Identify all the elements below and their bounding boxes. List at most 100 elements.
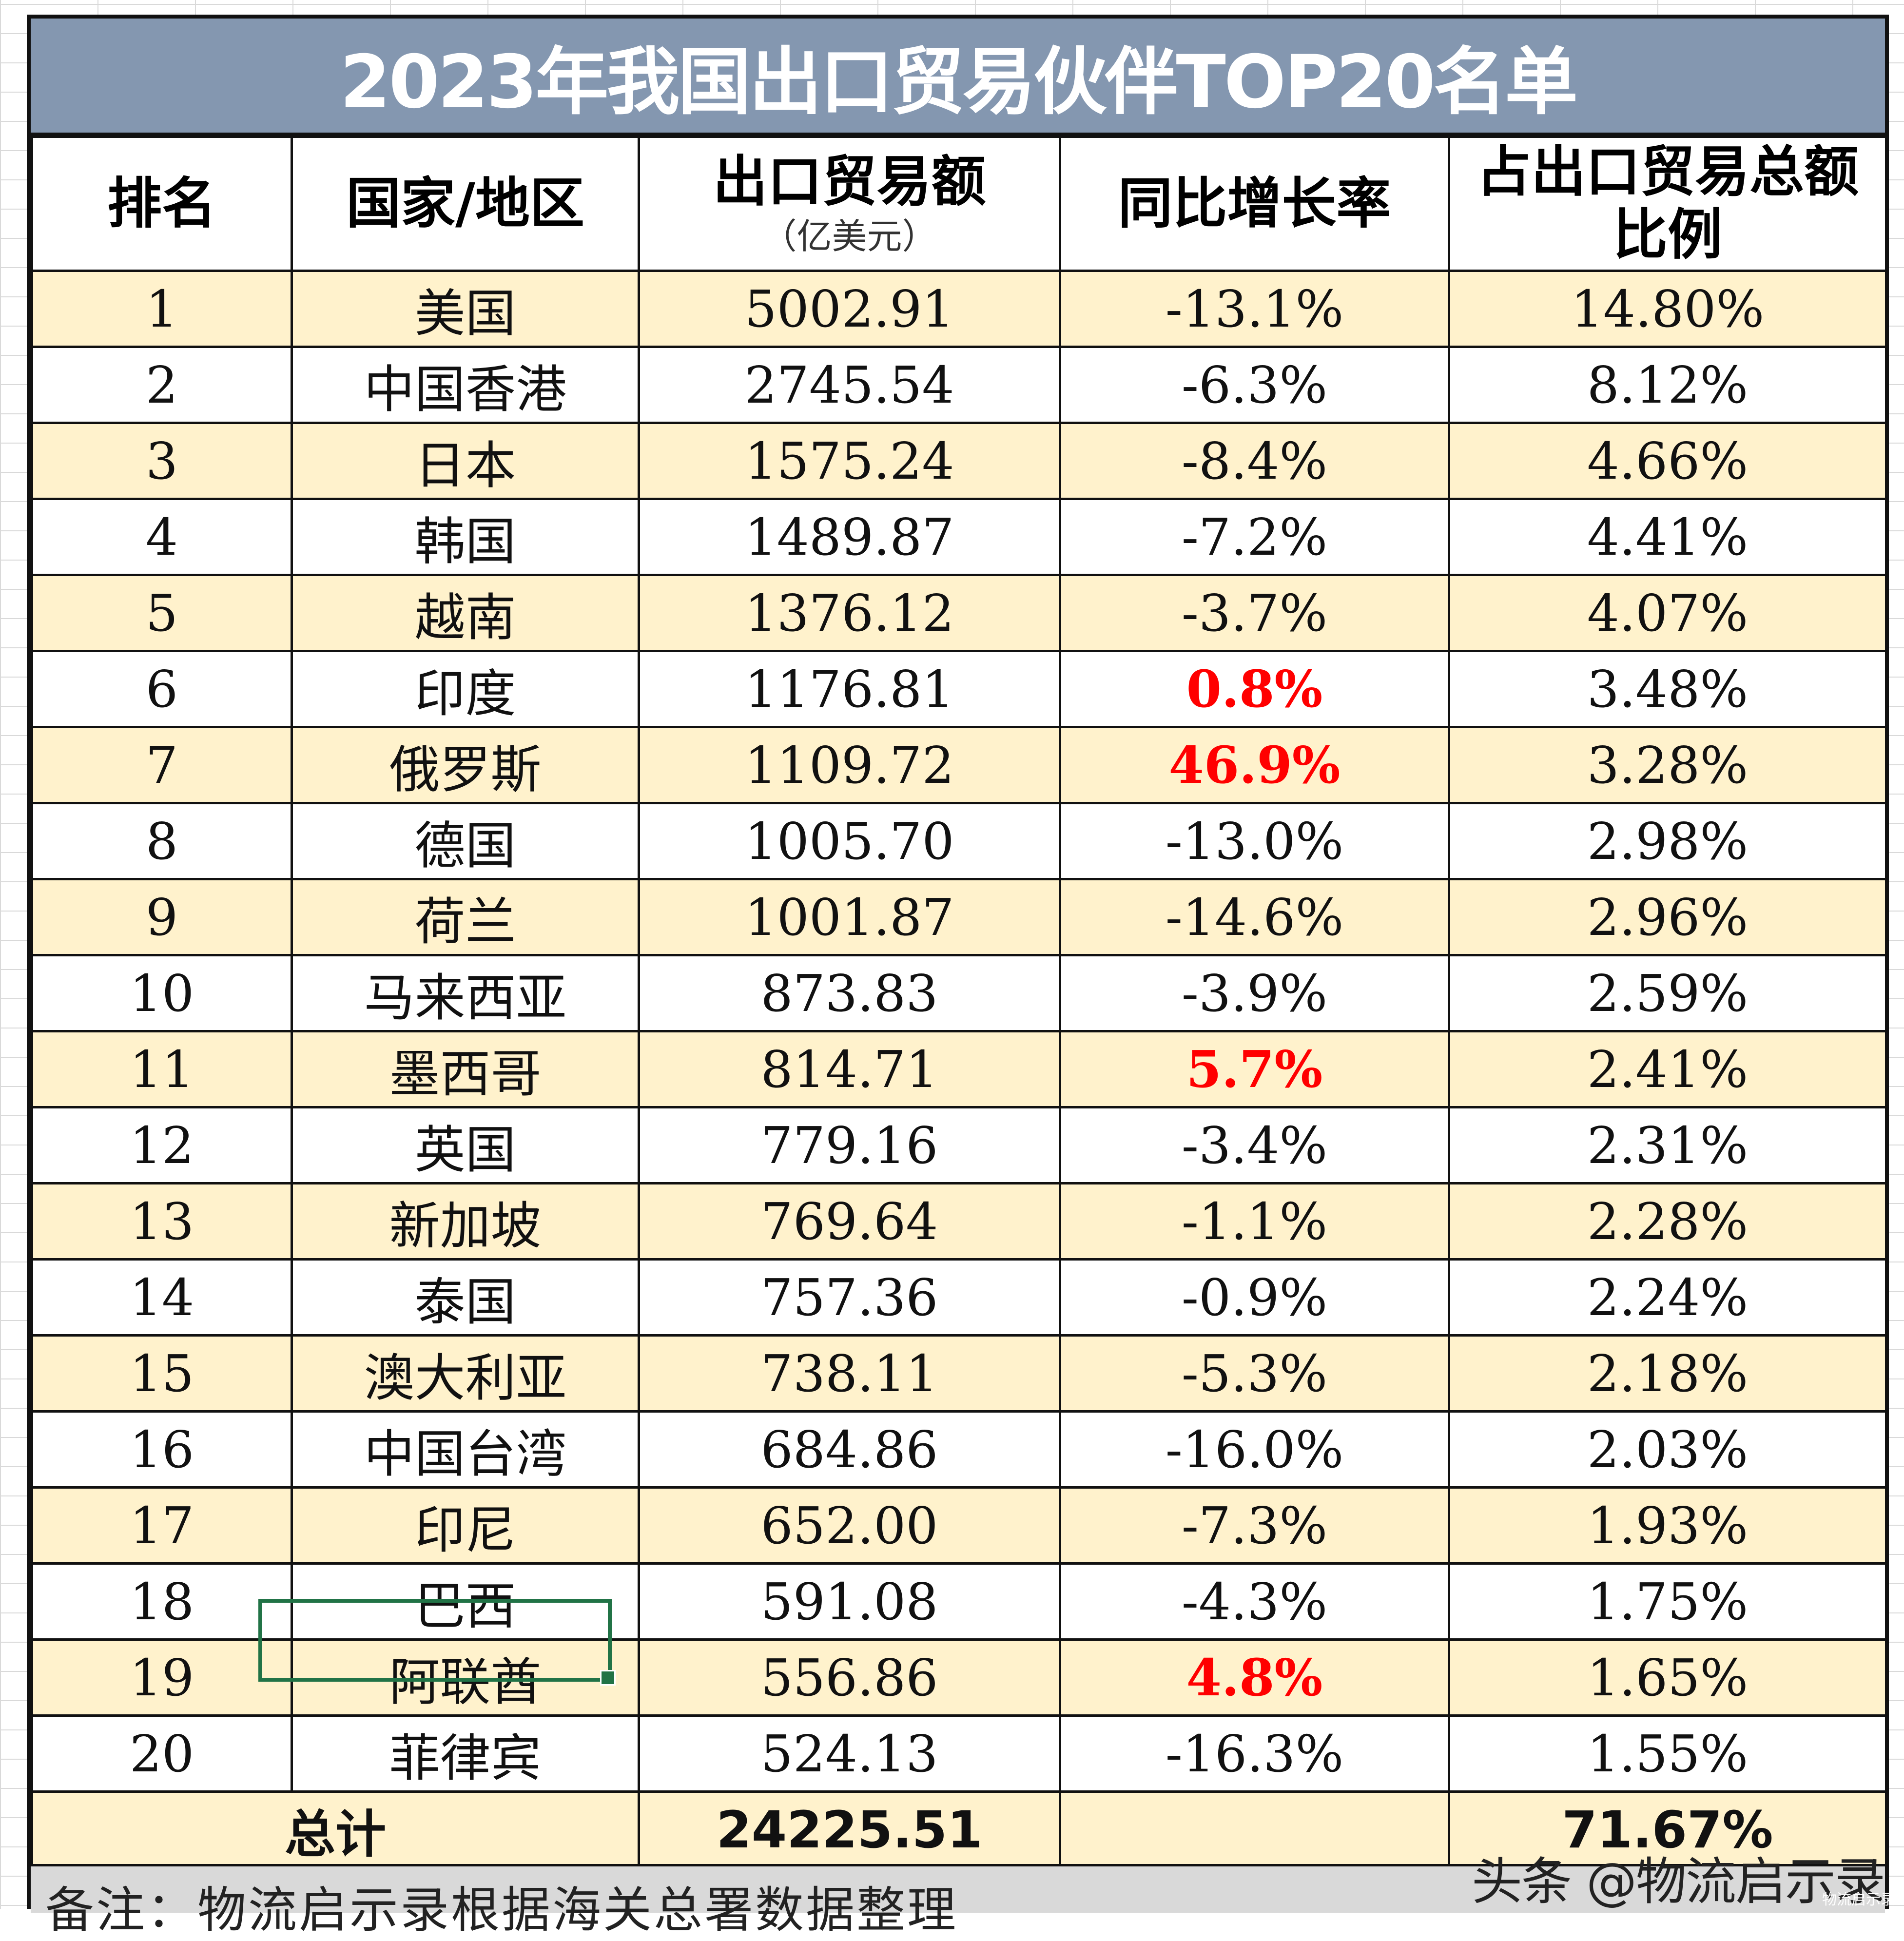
share-cell[interactable]: 1.65% bbox=[1448, 1638, 1887, 1717]
country-cell[interactable]: 马来西亚 bbox=[291, 954, 640, 1032]
rank-cell[interactable]: 17 bbox=[31, 1486, 293, 1565]
rank-cell[interactable]: 4 bbox=[31, 498, 293, 576]
rank-cell[interactable]: 1 bbox=[31, 270, 293, 348]
rank-cell[interactable]: 10 bbox=[31, 954, 293, 1032]
share-cell[interactable]: 2.31% bbox=[1448, 1106, 1887, 1184]
growth-cell[interactable]: 46.9% bbox=[1059, 726, 1450, 804]
total-growth-cell[interactable] bbox=[1059, 1790, 1450, 1869]
country-cell[interactable]: 英国 bbox=[291, 1106, 640, 1184]
export-cell[interactable]: 591.08 bbox=[638, 1562, 1061, 1641]
rank-cell[interactable]: 9 bbox=[31, 878, 293, 956]
export-cell[interactable]: 757.36 bbox=[638, 1258, 1061, 1337]
rank-cell[interactable]: 19 bbox=[31, 1638, 293, 1717]
rank-cell[interactable]: 15 bbox=[31, 1334, 293, 1413]
export-cell[interactable]: 5002.91 bbox=[638, 270, 1061, 348]
growth-cell[interactable]: -16.3% bbox=[1059, 1714, 1450, 1793]
growth-cell[interactable]: -7.2% bbox=[1059, 498, 1450, 576]
rank-cell[interactable]: 13 bbox=[31, 1182, 293, 1261]
rank-cell[interactable]: 3 bbox=[31, 422, 293, 500]
export-cell[interactable]: 684.86 bbox=[638, 1410, 1061, 1489]
rank-cell[interactable]: 5 bbox=[31, 574, 293, 652]
share-cell[interactable]: 14.80% bbox=[1448, 270, 1887, 348]
growth-cell[interactable]: -3.7% bbox=[1059, 574, 1450, 652]
country-cell[interactable]: 日本 bbox=[291, 422, 640, 500]
share-cell[interactable]: 4.41% bbox=[1448, 498, 1887, 576]
export-cell[interactable]: 769.64 bbox=[638, 1182, 1061, 1261]
rank-cell[interactable]: 14 bbox=[31, 1258, 293, 1337]
export-cell[interactable]: 2745.54 bbox=[638, 346, 1061, 424]
share-cell[interactable]: 3.48% bbox=[1448, 650, 1887, 728]
header-growth[interactable]: 同比增长率 bbox=[1059, 136, 1450, 272]
growth-cell[interactable]: -5.3% bbox=[1059, 1334, 1450, 1413]
country-cell[interactable]: 美国 bbox=[291, 270, 640, 348]
growth-cell[interactable]: -1.1% bbox=[1059, 1182, 1450, 1261]
export-cell[interactable]: 1376.12 bbox=[638, 574, 1061, 652]
share-cell[interactable]: 4.07% bbox=[1448, 574, 1887, 652]
country-cell[interactable]: 澳大利亚 bbox=[291, 1334, 640, 1413]
country-cell[interactable]: 新加坡 bbox=[291, 1182, 640, 1261]
growth-cell[interactable]: -6.3% bbox=[1059, 346, 1450, 424]
header-country[interactable]: 国家/地区 bbox=[291, 136, 640, 272]
country-cell[interactable]: 印度 bbox=[291, 650, 640, 728]
country-cell[interactable]: 俄罗斯 bbox=[291, 726, 640, 804]
country-cell[interactable]: 德国 bbox=[291, 802, 640, 880]
growth-cell[interactable]: -4.3% bbox=[1059, 1562, 1450, 1641]
rank-cell[interactable]: 6 bbox=[31, 650, 293, 728]
export-cell[interactable]: 524.13 bbox=[638, 1714, 1061, 1793]
share-cell[interactable]: 2.18% bbox=[1448, 1334, 1887, 1413]
share-cell[interactable]: 2.24% bbox=[1448, 1258, 1887, 1337]
export-cell[interactable]: 873.83 bbox=[638, 954, 1061, 1032]
country-cell[interactable]: 越南 bbox=[291, 574, 640, 652]
share-cell[interactable]: 2.98% bbox=[1448, 802, 1887, 880]
export-cell[interactable]: 814.71 bbox=[638, 1030, 1061, 1108]
header-share[interactable]: 占出口贸易总额 比例 bbox=[1448, 136, 1887, 272]
country-cell[interactable]: 泰国 bbox=[291, 1258, 640, 1337]
growth-cell[interactable]: -14.6% bbox=[1059, 878, 1450, 956]
rank-cell[interactable]: 18 bbox=[31, 1562, 293, 1641]
growth-cell[interactable]: -16.0% bbox=[1059, 1410, 1450, 1489]
country-cell[interactable]: 荷兰 bbox=[291, 878, 640, 956]
country-cell[interactable]: 阿联酋 bbox=[291, 1638, 640, 1717]
growth-cell[interactable]: -3.4% bbox=[1059, 1106, 1450, 1184]
total-export-cell[interactable]: 24225.51 bbox=[638, 1790, 1061, 1869]
rank-cell[interactable]: 16 bbox=[31, 1410, 293, 1489]
growth-cell[interactable]: -13.1% bbox=[1059, 270, 1450, 348]
export-cell[interactable]: 738.11 bbox=[638, 1334, 1061, 1413]
rank-cell[interactable]: 8 bbox=[31, 802, 293, 880]
export-cell[interactable]: 779.16 bbox=[638, 1106, 1061, 1184]
growth-cell[interactable]: -8.4% bbox=[1059, 422, 1450, 500]
rank-cell[interactable]: 20 bbox=[31, 1714, 293, 1793]
growth-cell[interactable]: -0.9% bbox=[1059, 1258, 1450, 1337]
share-cell[interactable]: 1.93% bbox=[1448, 1486, 1887, 1565]
share-cell[interactable]: 1.75% bbox=[1448, 1562, 1887, 1641]
share-cell[interactable]: 2.96% bbox=[1448, 878, 1887, 956]
rank-cell[interactable]: 7 bbox=[31, 726, 293, 804]
country-cell[interactable]: 巴西 bbox=[291, 1562, 640, 1641]
country-cell[interactable]: 菲律宾 bbox=[291, 1714, 640, 1793]
header-rank[interactable]: 排名 bbox=[31, 136, 293, 272]
header-export[interactable]: 出口贸易额 （亿美元） bbox=[638, 136, 1061, 272]
share-cell[interactable]: 4.66% bbox=[1448, 422, 1887, 500]
export-cell[interactable]: 1489.87 bbox=[638, 498, 1061, 576]
share-cell[interactable]: 2.41% bbox=[1448, 1030, 1887, 1108]
share-cell[interactable]: 8.12% bbox=[1448, 346, 1887, 424]
growth-cell[interactable]: 5.7% bbox=[1059, 1030, 1450, 1108]
growth-cell[interactable]: -7.3% bbox=[1059, 1486, 1450, 1565]
growth-cell[interactable]: -13.0% bbox=[1059, 802, 1450, 880]
export-cell[interactable]: 556.86 bbox=[638, 1638, 1061, 1717]
country-cell[interactable]: 韩国 bbox=[291, 498, 640, 576]
growth-cell[interactable]: -3.9% bbox=[1059, 954, 1450, 1032]
export-cell[interactable]: 1575.24 bbox=[638, 422, 1061, 500]
rank-cell[interactable]: 2 bbox=[31, 346, 293, 424]
growth-cell[interactable]: 0.8% bbox=[1059, 650, 1450, 728]
share-cell[interactable]: 1.55% bbox=[1448, 1714, 1887, 1793]
growth-cell[interactable]: 4.8% bbox=[1059, 1638, 1450, 1717]
export-cell[interactable]: 1176.81 bbox=[638, 650, 1061, 728]
share-cell[interactable]: 2.59% bbox=[1448, 954, 1887, 1032]
export-cell[interactable]: 1005.70 bbox=[638, 802, 1061, 880]
country-cell[interactable]: 中国香港 bbox=[291, 346, 640, 424]
share-cell[interactable]: 3.28% bbox=[1448, 726, 1887, 804]
share-cell[interactable]: 2.03% bbox=[1448, 1410, 1887, 1489]
export-cell[interactable]: 1001.87 bbox=[638, 878, 1061, 956]
country-cell[interactable]: 墨西哥 bbox=[291, 1030, 640, 1108]
